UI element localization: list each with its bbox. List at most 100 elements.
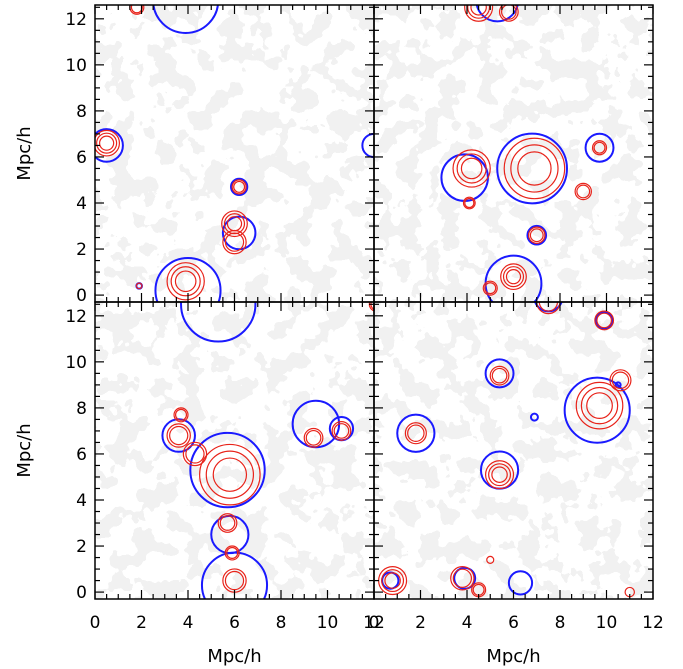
red-contour bbox=[575, 381, 624, 430]
red-contour-inner bbox=[219, 515, 236, 531]
red-contour-inner bbox=[596, 312, 613, 329]
blue-contour bbox=[396, 413, 436, 453]
red-contour-core bbox=[460, 157, 483, 180]
red-contour bbox=[224, 545, 240, 561]
blue-contour bbox=[475, 5, 519, 23]
x-axis-title: Mpc/h bbox=[207, 646, 261, 667]
red-contour-inner bbox=[502, 266, 525, 288]
density-field bbox=[95, 302, 374, 599]
red-contour bbox=[484, 460, 515, 490]
red-contour bbox=[609, 369, 632, 392]
red-contour-inner bbox=[381, 569, 405, 593]
x-tick-label: 0 bbox=[369, 613, 380, 633]
red-contour-inner bbox=[593, 141, 606, 154]
red-contour bbox=[331, 421, 352, 441]
red-contour-inner bbox=[305, 429, 322, 446]
red-contour bbox=[450, 566, 475, 591]
red-contour-inner bbox=[467, 5, 491, 19]
red-contour bbox=[591, 140, 608, 156]
red-contour-inner bbox=[456, 153, 487, 184]
blue-contour bbox=[361, 132, 374, 159]
red-contour-inner bbox=[510, 144, 559, 193]
red-contour bbox=[528, 226, 546, 244]
red-contour-core bbox=[470, 5, 487, 16]
red-contour-inner bbox=[529, 228, 544, 243]
red-contour-inner bbox=[611, 371, 630, 390]
x-tick-label: 2 bbox=[136, 613, 147, 633]
x-tick-label: 8 bbox=[555, 613, 566, 633]
red-contour bbox=[173, 407, 189, 423]
x-tick-label: 12 bbox=[363, 613, 385, 633]
blue-contour bbox=[563, 376, 631, 444]
red-contour bbox=[404, 422, 427, 445]
panel-bottom-left bbox=[95, 302, 374, 599]
red-contour bbox=[452, 149, 491, 188]
blue-contour bbox=[180, 302, 257, 343]
red-contour-core bbox=[212, 457, 248, 492]
red-contour-core bbox=[517, 151, 552, 186]
red-contour bbox=[135, 282, 143, 290]
red-contour bbox=[199, 443, 261, 506]
red-contour bbox=[594, 310, 615, 331]
red-contour-inner bbox=[464, 197, 475, 209]
y-tick-label: 12 bbox=[65, 10, 87, 30]
blue-contour bbox=[221, 215, 257, 251]
panel-bottom-right bbox=[374, 302, 653, 599]
x-tick-label: 4 bbox=[183, 613, 194, 633]
x-axis-title: Mpc/h bbox=[486, 646, 540, 667]
y-tick-label: 6 bbox=[76, 148, 87, 168]
blue-contour bbox=[496, 132, 568, 205]
red-contour-core bbox=[586, 392, 613, 419]
y-tick-label: 10 bbox=[65, 353, 87, 373]
red-contour-inner bbox=[169, 425, 189, 446]
red-contour-inner bbox=[224, 232, 245, 252]
blue-contour bbox=[189, 431, 266, 509]
y-axis-title: Mpc/h bbox=[14, 423, 35, 477]
density-field bbox=[374, 302, 653, 599]
y-tick-label: 2 bbox=[76, 537, 87, 557]
red-contour-inner bbox=[170, 266, 201, 297]
blue-contour bbox=[230, 177, 249, 197]
y-tick-label: 0 bbox=[76, 286, 87, 306]
red-contour bbox=[231, 179, 247, 195]
red-contour-inner bbox=[130, 5, 143, 14]
blue-contour bbox=[484, 358, 515, 389]
red-contour-inner bbox=[484, 282, 497, 295]
y-tick-label: 10 bbox=[65, 56, 87, 76]
y-tick-label: 12 bbox=[65, 307, 87, 327]
blue-contour bbox=[453, 566, 477, 590]
x-tick-label: 4 bbox=[462, 613, 473, 633]
red-contour-inner bbox=[174, 408, 188, 421]
y-tick-label: 6 bbox=[76, 445, 87, 465]
panel-top-left bbox=[95, 5, 374, 302]
y-tick-label: 4 bbox=[76, 491, 87, 511]
x-tick-label: 8 bbox=[276, 613, 287, 633]
blue-contour bbox=[595, 311, 614, 330]
red-contour-inner bbox=[538, 302, 559, 312]
red-contour bbox=[503, 137, 566, 200]
red-contour bbox=[217, 513, 238, 533]
red-contour-inner bbox=[580, 386, 619, 425]
axes-layer: 0 2 4 6 8 10 12 Mpc/h 0 2 4 6 8 10 12 Mpc/h 0 2 4 6 8 10 12 Mpc… bbox=[14, 4, 664, 667]
x-tick-label: 10 bbox=[317, 613, 339, 633]
blue-contour bbox=[152, 5, 219, 34]
x-tick-label: 2 bbox=[415, 613, 426, 633]
red-contour-core bbox=[491, 466, 508, 483]
blue-contour bbox=[95, 128, 124, 163]
red-contour-core bbox=[384, 572, 401, 589]
red-contour-inner bbox=[576, 184, 591, 199]
red-contour bbox=[221, 210, 248, 238]
red-contour-inner bbox=[233, 180, 246, 193]
panels-layer bbox=[95, 5, 653, 599]
y-tick-label: 2 bbox=[76, 240, 87, 260]
red-contour-inner bbox=[407, 424, 425, 442]
red-contour bbox=[482, 280, 498, 296]
red-contour bbox=[182, 441, 208, 467]
red-contour-inner bbox=[224, 570, 245, 591]
red-contour bbox=[222, 229, 247, 255]
x-tick-label: 6 bbox=[508, 613, 519, 633]
blue-contour bbox=[614, 381, 622, 389]
red-contour bbox=[166, 423, 191, 448]
red-contour bbox=[489, 365, 510, 386]
panel-top-right bbox=[374, 5, 653, 302]
